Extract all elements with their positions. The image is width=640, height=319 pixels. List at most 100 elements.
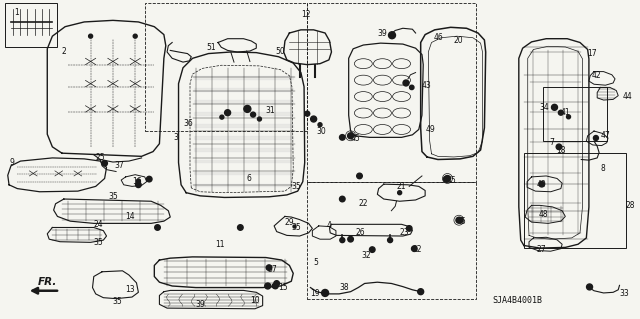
- Text: 8: 8: [600, 165, 605, 174]
- Text: 14: 14: [125, 212, 135, 221]
- Text: 49: 49: [425, 125, 435, 134]
- Text: 27: 27: [537, 245, 547, 254]
- Circle shape: [244, 106, 251, 112]
- Text: 2: 2: [62, 48, 67, 56]
- Circle shape: [593, 136, 598, 140]
- Text: 30: 30: [317, 127, 326, 136]
- Text: 35: 35: [94, 238, 104, 247]
- Text: 41: 41: [560, 108, 570, 117]
- Text: 29: 29: [285, 218, 294, 227]
- Text: 23: 23: [399, 228, 409, 237]
- Circle shape: [406, 226, 412, 231]
- Circle shape: [340, 238, 345, 243]
- Circle shape: [410, 85, 414, 90]
- Circle shape: [310, 116, 317, 122]
- Text: 33: 33: [620, 289, 629, 298]
- Text: 40: 40: [537, 180, 547, 189]
- Text: 35: 35: [113, 297, 123, 306]
- Text: 19: 19: [310, 289, 320, 298]
- Text: 35: 35: [291, 182, 301, 191]
- Circle shape: [556, 144, 562, 150]
- Text: 21: 21: [396, 182, 406, 191]
- Circle shape: [369, 247, 375, 252]
- Circle shape: [293, 225, 296, 228]
- Circle shape: [552, 104, 557, 110]
- Circle shape: [266, 265, 272, 271]
- Bar: [4, 3, 58, 47]
- Circle shape: [566, 115, 570, 119]
- Circle shape: [444, 175, 451, 182]
- Text: 31: 31: [266, 106, 275, 115]
- Text: 18: 18: [556, 145, 565, 154]
- Text: 50: 50: [275, 48, 285, 56]
- Text: 44: 44: [623, 92, 632, 101]
- Text: 3: 3: [173, 133, 179, 142]
- Bar: [307, 182, 476, 299]
- Text: 12: 12: [301, 10, 310, 19]
- Circle shape: [274, 281, 280, 286]
- Text: FR.: FR.: [38, 277, 58, 286]
- Text: 10: 10: [250, 296, 260, 305]
- Circle shape: [403, 80, 409, 86]
- Text: 20: 20: [454, 36, 463, 45]
- Text: 13: 13: [125, 285, 135, 294]
- Circle shape: [456, 217, 462, 223]
- Circle shape: [251, 112, 255, 117]
- Circle shape: [348, 236, 353, 242]
- Bar: [145, 3, 307, 131]
- Text: 43: 43: [422, 81, 432, 90]
- Circle shape: [318, 123, 322, 127]
- Circle shape: [586, 284, 593, 290]
- Circle shape: [102, 160, 108, 166]
- Text: 32: 32: [362, 251, 371, 260]
- Circle shape: [272, 284, 276, 288]
- Bar: [307, 3, 476, 182]
- Text: 51: 51: [207, 43, 216, 52]
- Circle shape: [339, 196, 345, 202]
- Text: 48: 48: [539, 210, 548, 219]
- Text: 35: 35: [291, 223, 301, 232]
- Text: 11: 11: [215, 241, 225, 249]
- Text: 22: 22: [358, 199, 368, 208]
- Text: 7: 7: [549, 137, 554, 147]
- Circle shape: [558, 110, 563, 115]
- Circle shape: [305, 111, 310, 116]
- Circle shape: [356, 173, 362, 179]
- Text: 17: 17: [588, 49, 597, 58]
- Text: 28: 28: [626, 201, 636, 210]
- Circle shape: [322, 289, 328, 296]
- Circle shape: [539, 182, 545, 187]
- Text: 37: 37: [115, 161, 125, 170]
- Circle shape: [237, 225, 243, 230]
- Text: 22: 22: [412, 245, 422, 254]
- Text: 5: 5: [314, 258, 319, 267]
- Text: 15: 15: [278, 283, 288, 292]
- Circle shape: [265, 283, 271, 289]
- Text: 26: 26: [355, 228, 365, 237]
- Text: 1: 1: [14, 8, 19, 17]
- Text: 42: 42: [591, 71, 601, 80]
- Text: 4: 4: [326, 221, 332, 230]
- Text: 38: 38: [339, 283, 349, 292]
- Circle shape: [388, 238, 392, 243]
- Text: 45: 45: [457, 217, 467, 226]
- Text: 35: 35: [108, 192, 118, 201]
- Text: 47: 47: [600, 131, 610, 140]
- Circle shape: [257, 117, 262, 121]
- Circle shape: [458, 218, 463, 223]
- Text: 37: 37: [268, 265, 278, 274]
- Bar: [543, 87, 607, 141]
- Text: 36: 36: [183, 119, 193, 128]
- Text: 39: 39: [378, 28, 387, 38]
- Text: 45: 45: [446, 175, 456, 185]
- Text: 39: 39: [196, 300, 205, 308]
- Text: 6: 6: [246, 174, 252, 183]
- Text: 45: 45: [351, 134, 360, 144]
- Circle shape: [273, 283, 278, 289]
- Circle shape: [136, 179, 140, 183]
- Circle shape: [155, 225, 160, 230]
- Text: 16: 16: [132, 177, 141, 186]
- Circle shape: [397, 191, 402, 195]
- Circle shape: [225, 110, 230, 116]
- Circle shape: [418, 289, 424, 295]
